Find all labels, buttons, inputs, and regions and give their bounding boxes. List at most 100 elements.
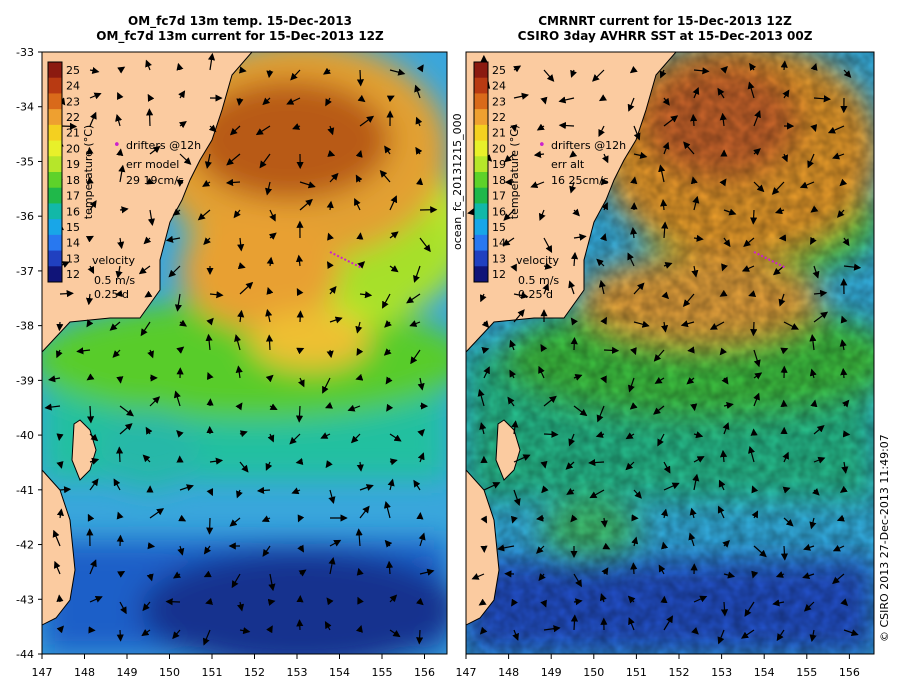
current-vector bbox=[602, 542, 611, 550]
current-vector bbox=[147, 542, 156, 550]
colorbar-swatch bbox=[48, 234, 62, 252]
colorbar-swatch bbox=[474, 219, 488, 236]
current-vector bbox=[89, 595, 103, 603]
current-vector bbox=[85, 293, 94, 306]
current-vector bbox=[417, 428, 425, 437]
current-vector bbox=[296, 347, 305, 355]
current-vector bbox=[690, 176, 698, 185]
current-vector bbox=[663, 461, 671, 474]
current-vector bbox=[86, 319, 94, 328]
current-vector bbox=[780, 60, 788, 71]
current-vector bbox=[118, 164, 126, 183]
current-vector bbox=[753, 349, 761, 368]
current-vector bbox=[56, 349, 63, 359]
current-vector bbox=[265, 181, 273, 196]
current-vector bbox=[627, 252, 635, 267]
current-vector bbox=[379, 169, 391, 183]
colorbar-swatch bbox=[48, 219, 62, 236]
current-vector bbox=[588, 458, 605, 467]
current-vector bbox=[630, 176, 638, 185]
current-vector bbox=[383, 348, 392, 356]
current-vector bbox=[803, 601, 815, 612]
current-vector bbox=[261, 515, 271, 523]
current-vector bbox=[719, 347, 727, 356]
current-vector bbox=[87, 513, 95, 522]
current-vector bbox=[513, 454, 531, 463]
current-vector bbox=[204, 153, 212, 169]
current-vector bbox=[225, 178, 241, 187]
current-vector bbox=[601, 567, 609, 576]
colorbar-tick: 21 bbox=[492, 127, 506, 140]
right-drifter-track bbox=[753, 251, 787, 269]
current-vector bbox=[478, 598, 487, 606]
left-x-axis: 147 148 149 150 151 152 153 154 155 156 bbox=[32, 654, 435, 679]
current-vector bbox=[59, 122, 78, 130]
current-vector bbox=[410, 349, 421, 365]
current-vector bbox=[116, 629, 124, 642]
current-vector bbox=[723, 237, 731, 248]
current-vector bbox=[329, 285, 337, 295]
current-vector bbox=[229, 517, 241, 527]
current-vector bbox=[775, 571, 785, 578]
current-vector bbox=[291, 487, 301, 495]
current-vector bbox=[630, 347, 637, 356]
colorbar-swatch bbox=[474, 124, 488, 142]
current-vector bbox=[832, 544, 845, 552]
current-vector bbox=[237, 309, 245, 323]
y-tick-label: -33 bbox=[16, 46, 34, 59]
current-vector bbox=[600, 316, 607, 325]
current-vector bbox=[693, 67, 710, 75]
current-vector bbox=[509, 369, 517, 379]
current-vector bbox=[115, 265, 123, 279]
current-vector bbox=[479, 293, 487, 303]
svg-text:•: • bbox=[113, 138, 121, 153]
current-vector bbox=[693, 431, 704, 439]
current-vector bbox=[255, 125, 271, 136]
current-vector bbox=[691, 265, 699, 278]
current-vector bbox=[630, 562, 638, 575]
current-vector bbox=[299, 181, 316, 189]
current-vector bbox=[406, 293, 421, 304]
current-vector bbox=[839, 178, 848, 187]
x-tick-label: 149 bbox=[541, 666, 562, 679]
current-vector bbox=[265, 308, 273, 323]
current-vector bbox=[113, 478, 121, 491]
current-vector bbox=[147, 349, 154, 359]
current-vector bbox=[385, 560, 394, 575]
current-vector bbox=[837, 209, 845, 218]
current-vector bbox=[658, 164, 666, 183]
current-vector bbox=[109, 321, 121, 331]
current-vector bbox=[751, 485, 759, 494]
current-vector bbox=[59, 290, 74, 298]
current-vector bbox=[780, 347, 789, 355]
current-vector bbox=[355, 149, 363, 158]
current-vector bbox=[119, 405, 134, 417]
current-vector bbox=[750, 321, 758, 337]
current-vector bbox=[633, 320, 650, 328]
current-vector bbox=[629, 65, 638, 74]
current-vector bbox=[387, 478, 395, 491]
current-vector bbox=[813, 456, 826, 464]
current-vector bbox=[722, 540, 730, 548]
x-tick-label: 156 bbox=[839, 666, 860, 679]
current-vector bbox=[295, 254, 304, 267]
current-vector bbox=[356, 69, 365, 87]
current-vector bbox=[414, 84, 422, 99]
current-vector bbox=[543, 430, 559, 438]
current-vector bbox=[143, 236, 152, 245]
current-vector bbox=[719, 112, 727, 127]
colorbar-swatch bbox=[474, 109, 488, 126]
x-tick-label: 151 bbox=[202, 666, 223, 679]
current-vector bbox=[386, 95, 395, 103]
current-vector bbox=[509, 339, 517, 351]
current-vector bbox=[178, 514, 187, 522]
current-vector bbox=[812, 488, 820, 496]
current-vector bbox=[142, 454, 151, 463]
current-vector bbox=[384, 539, 393, 548]
current-vector bbox=[810, 62, 818, 71]
current-vector bbox=[753, 148, 761, 156]
left-current-vectors bbox=[44, 52, 438, 646]
current-vector bbox=[265, 461, 273, 471]
current-vector bbox=[115, 290, 123, 298]
